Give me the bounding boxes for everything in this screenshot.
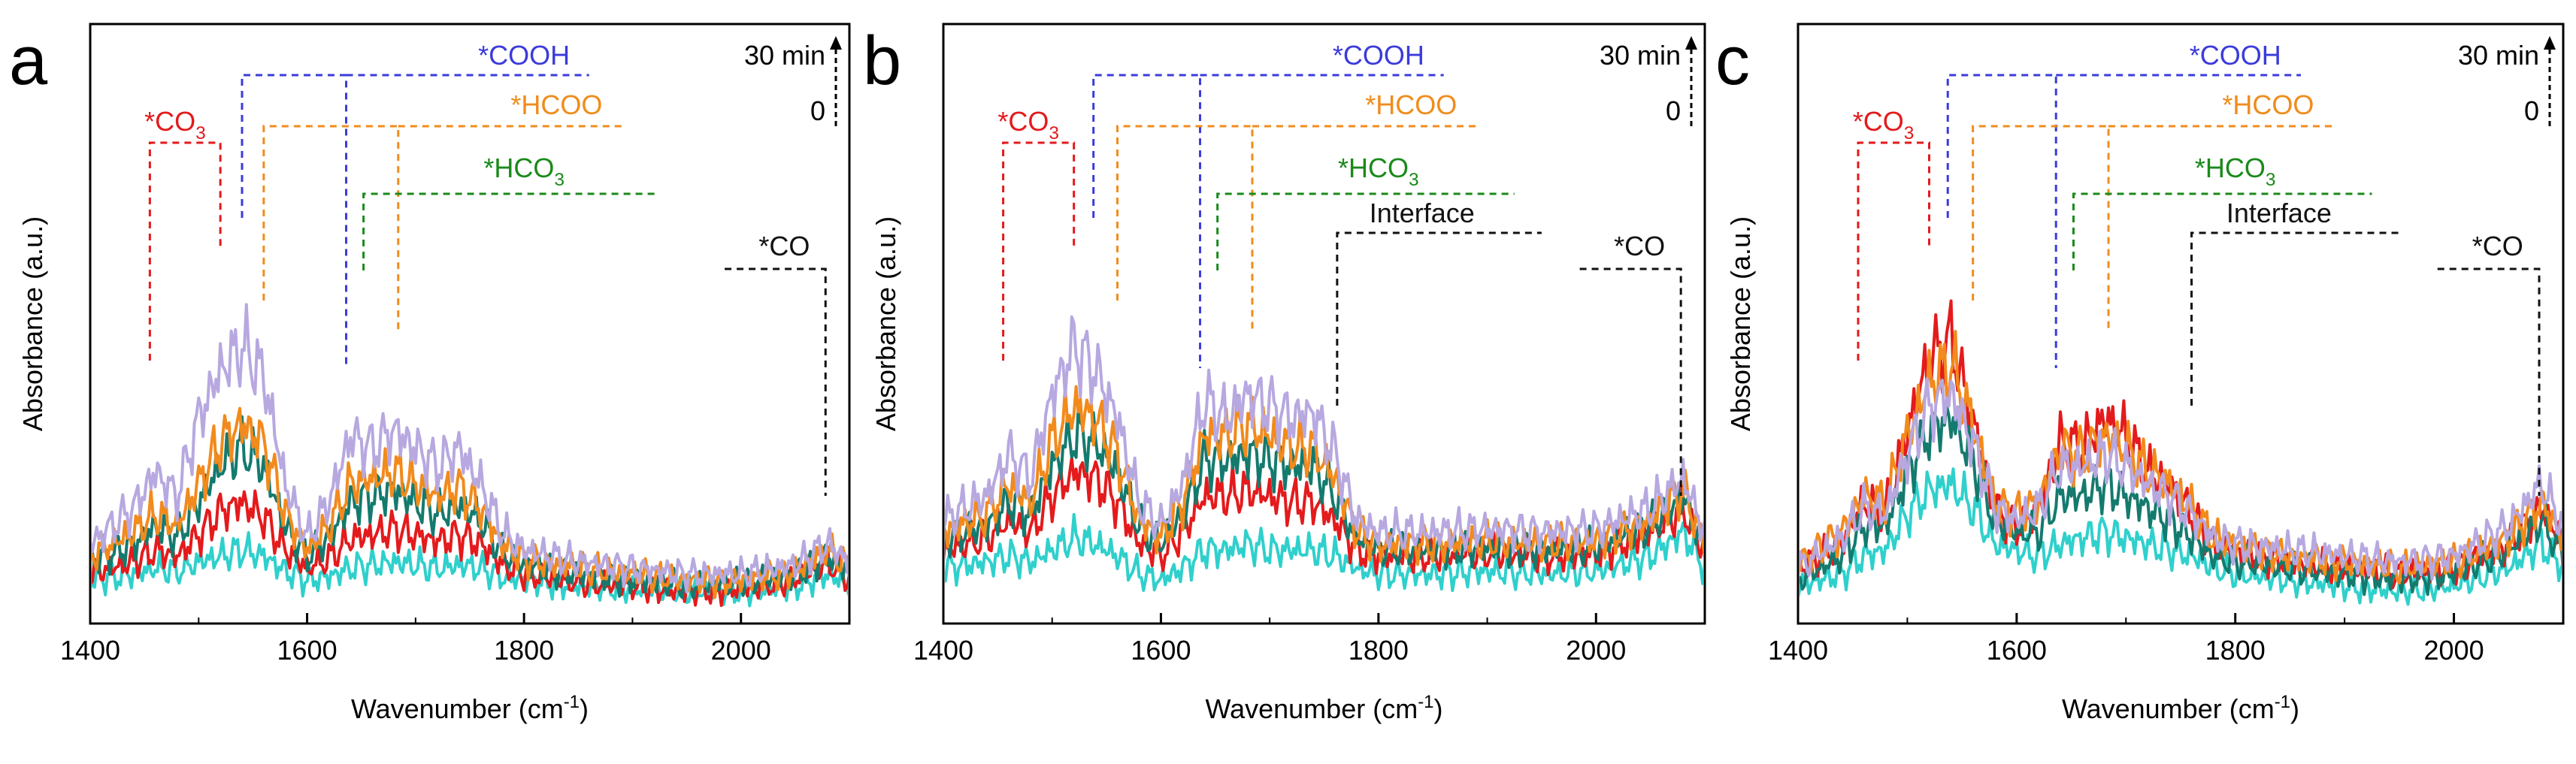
x-tick-label: 1400	[913, 635, 973, 666]
x-tick-label: 1600	[1131, 635, 1191, 666]
co-bracket	[725, 267, 827, 496]
co3-bracket	[148, 141, 222, 361]
x-tick-label: 2000	[711, 635, 771, 666]
hco3-bracket	[1216, 192, 1515, 270]
hco3-label: *HCO3	[483, 152, 565, 190]
spectra	[92, 303, 848, 608]
hcoo-bracket	[1972, 125, 2110, 331]
time-label-bottom: 0	[1666, 95, 1681, 126]
spectra	[1800, 299, 2562, 606]
axes-frame	[1797, 23, 2565, 625]
x-tick-label: 2000	[1566, 635, 1626, 666]
x-tick-label: 1800	[494, 635, 554, 666]
panel-letter: c	[1715, 23, 1750, 99]
time-label-bottom: 0	[2524, 95, 2539, 126]
x-axis-label: Wavenumber (cm-1)	[351, 692, 589, 724]
time-arrow-head	[1685, 36, 1697, 50]
axes-frame	[942, 23, 1706, 625]
time-label-top: 30 min	[744, 40, 825, 71]
cooh-label: *COOH	[1333, 40, 1424, 71]
time-label-bottom: 0	[810, 95, 825, 126]
interface-label: Interface	[1370, 198, 1475, 228]
cooh-bracket	[1092, 74, 1202, 368]
x-tick-label: 2000	[2424, 635, 2484, 666]
hco3-bracket	[2072, 192, 2372, 270]
panel-a: a Absorbance (a.u.) 1400 1600 1800 2000 Wavenu…	[9, 23, 851, 724]
hcoo-label: *HCOO	[2222, 89, 2314, 120]
x-tick-label: 1400	[1768, 635, 1828, 666]
cooh-bracket	[241, 74, 348, 368]
hco3-label: *HCO3	[1338, 152, 1419, 190]
co3-label: *CO3	[1853, 106, 1915, 143]
co-label: *CO	[758, 231, 810, 261]
interface-bracket	[2190, 231, 2399, 406]
series-line-t1	[92, 489, 848, 607]
y-axis-label: Absorbance (a.u.)	[870, 216, 901, 431]
time-arrow-head	[2544, 36, 2556, 50]
cooh-label: *COOH	[478, 40, 570, 71]
hco3-bracket	[362, 192, 660, 270]
hcoo-label: *HCOO	[510, 89, 602, 120]
time-label-top: 30 min	[2458, 40, 2539, 71]
co-label: *CO	[1614, 231, 1665, 261]
co-label: *CO	[2472, 231, 2523, 261]
time-label-top: 30 min	[1600, 40, 1681, 71]
co-bracket	[1579, 267, 1682, 496]
x-axis-label: Wavenumber (cm-1)	[1205, 692, 1442, 724]
co3-bracket	[1857, 141, 1931, 361]
x-tick-label: 1600	[1987, 635, 2047, 666]
x-tick-label: 1800	[1349, 635, 1409, 666]
hcoo-bracket	[262, 125, 400, 331]
x-axis-label: Wavenumber (cm-1)	[2062, 692, 2299, 724]
interface-label: Interface	[2226, 198, 2332, 228]
y-axis-label: Absorbance (a.u.)	[1725, 216, 1756, 431]
series-line-30-min	[945, 315, 1703, 555]
series-line-30-min	[1800, 377, 2562, 581]
cooh-bracket	[1946, 74, 2057, 368]
hco3-label: *HCO3	[2195, 152, 2276, 190]
cooh-label: *COOH	[2190, 40, 2281, 71]
panel-letter: b	[863, 23, 901, 99]
co3-bracket	[1002, 141, 1076, 361]
co3-label: *CO3	[997, 106, 1059, 143]
co-bracket	[2437, 267, 2541, 496]
panel-c: c Absorbance (a.u.) 1400 1600 1800 2000 Wavenu…	[1715, 23, 2565, 724]
series-line-t3	[92, 406, 848, 599]
x-tick-label: 1600	[277, 635, 338, 666]
series-line-0-min	[1800, 467, 2562, 606]
x-tick-label: 1400	[60, 635, 120, 666]
hcoo-label: *HCOO	[1365, 89, 1457, 120]
x-tick-label: 1800	[2205, 635, 2266, 666]
co3-label: *CO3	[144, 106, 206, 143]
y-axis-label: Absorbance (a.u.)	[17, 216, 48, 431]
spectra	[945, 315, 1703, 593]
series-line-30-min	[92, 303, 848, 594]
series-line-0-min	[945, 512, 1703, 593]
axes-frame	[89, 23, 851, 625]
panel-b: b Absorbance (a.u.) 1400 1600 1800 2000 Wavenu…	[863, 23, 1706, 724]
hcoo-bracket	[1116, 125, 1254, 331]
time-arrow-head	[830, 36, 842, 50]
interface-bracket	[1336, 231, 1542, 406]
panel-letter: a	[9, 23, 48, 99]
